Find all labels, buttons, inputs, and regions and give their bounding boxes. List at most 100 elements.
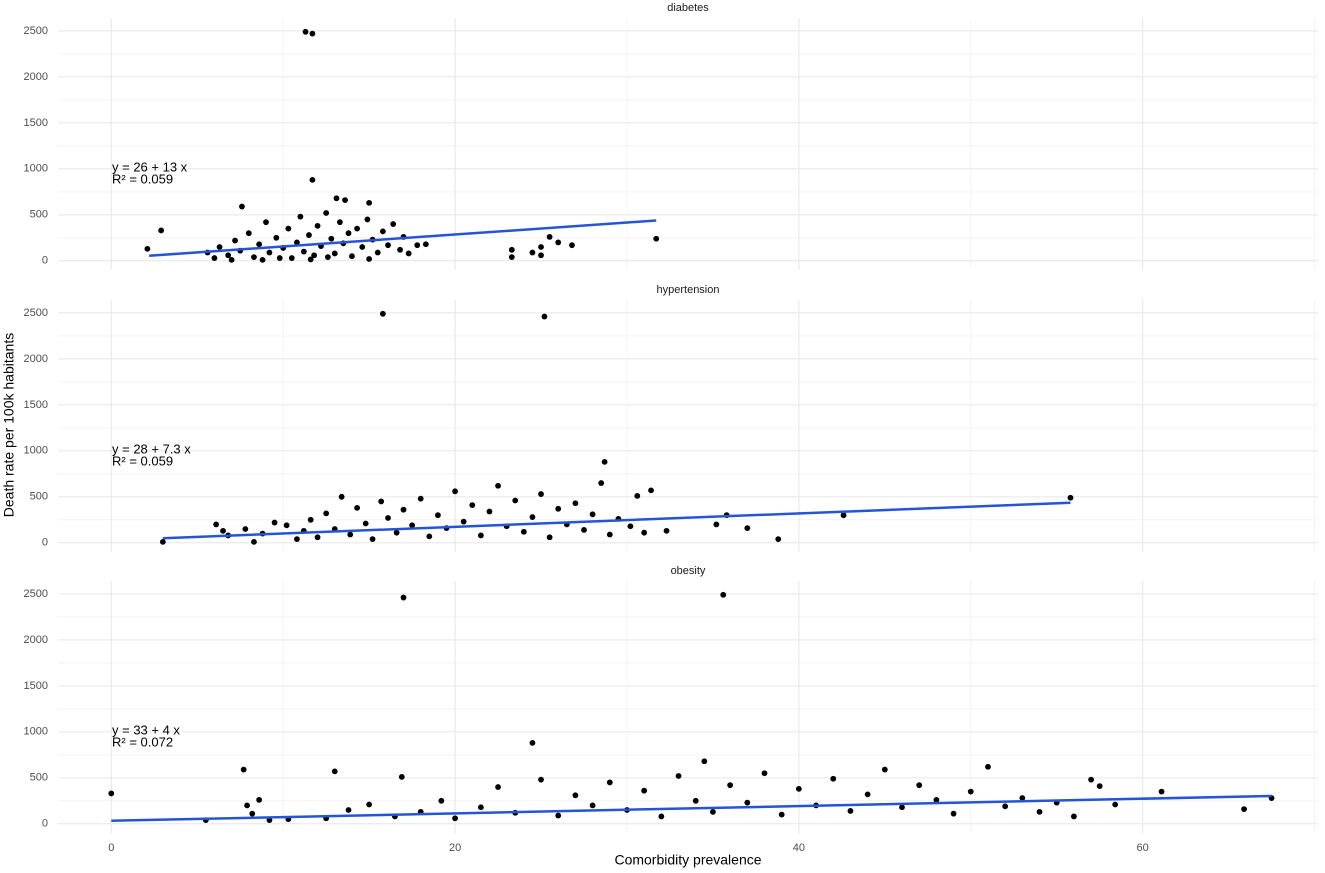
strip-title: diabetes [667, 2, 709, 14]
point [400, 594, 407, 601]
point [409, 522, 416, 529]
y-tick-label: 1000 [24, 163, 48, 175]
point [328, 235, 335, 242]
y-tick-label: 1500 [24, 399, 48, 411]
point [840, 512, 847, 519]
point [1019, 795, 1026, 801]
point [159, 538, 166, 545]
point [213, 521, 220, 528]
point [211, 255, 218, 261]
point [555, 239, 562, 246]
point [379, 228, 386, 235]
point [452, 488, 458, 495]
point [546, 534, 553, 541]
point [144, 245, 151, 252]
point [881, 766, 888, 773]
point [606, 531, 613, 538]
point [569, 242, 575, 249]
point [251, 254, 257, 261]
point [232, 237, 238, 244]
point [307, 516, 314, 523]
point [283, 522, 290, 529]
point [967, 788, 974, 795]
point [486, 508, 493, 515]
point [417, 495, 424, 502]
point [508, 254, 515, 261]
y-tick-label: 2500 [24, 307, 48, 319]
point [294, 239, 300, 246]
point [256, 796, 263, 803]
point [1158, 788, 1165, 795]
y-tick-label: 1500 [24, 680, 48, 692]
point [309, 30, 316, 37]
point [366, 199, 373, 206]
point [266, 249, 273, 256]
point [285, 225, 292, 232]
y-tick-label: 500 [30, 772, 48, 784]
y-tick-label: 1000 [24, 726, 48, 738]
y-tick-label: 2000 [24, 634, 48, 646]
point [294, 536, 300, 543]
point [366, 801, 373, 808]
point [331, 768, 338, 775]
point [744, 799, 751, 806]
point [405, 250, 412, 257]
point [495, 784, 501, 790]
point [228, 256, 235, 263]
point [916, 782, 923, 789]
point [546, 233, 553, 240]
point [744, 525, 751, 531]
point [337, 219, 343, 226]
point [572, 500, 579, 507]
y-tick-label: 0 [42, 255, 48, 267]
point [108, 790, 115, 797]
strip-title: obesity [671, 565, 706, 577]
point [242, 526, 249, 532]
point [1241, 806, 1247, 812]
point [307, 256, 314, 263]
x-tick-label: 60 [1137, 842, 1149, 854]
point [397, 246, 403, 253]
point [581, 527, 587, 533]
point [477, 804, 484, 811]
equation-label: y = 33 + 4 x [112, 722, 180, 737]
point [538, 776, 544, 783]
point [288, 255, 295, 261]
point [589, 511, 596, 518]
point [512, 497, 519, 504]
point [589, 802, 596, 809]
point [426, 533, 433, 540]
point [333, 195, 340, 202]
point [830, 775, 837, 782]
point [263, 219, 269, 226]
point [259, 256, 266, 263]
point [220, 527, 226, 534]
point [692, 797, 699, 804]
equation-label: R² = 0.059 [112, 453, 173, 468]
point [469, 502, 476, 508]
point [658, 813, 665, 820]
point [775, 536, 782, 543]
point [354, 225, 360, 232]
y-axis-title: Death rate per 100k habitants [1, 333, 17, 517]
point [331, 250, 338, 257]
point [306, 232, 312, 238]
point [266, 817, 273, 824]
point [598, 480, 605, 486]
strip-title: hypertension [657, 284, 720, 296]
point [225, 252, 232, 259]
point [364, 216, 371, 223]
point [555, 505, 562, 512]
point [244, 802, 250, 809]
point [398, 773, 405, 780]
point [349, 253, 355, 260]
point [1071, 813, 1077, 820]
equation-label: y = 26 + 13 x [112, 159, 188, 174]
point [452, 815, 458, 822]
point [276, 255, 283, 261]
point [314, 222, 321, 229]
point [663, 527, 670, 534]
regression-line [162, 501, 1071, 540]
x-tick-label: 20 [449, 842, 461, 854]
